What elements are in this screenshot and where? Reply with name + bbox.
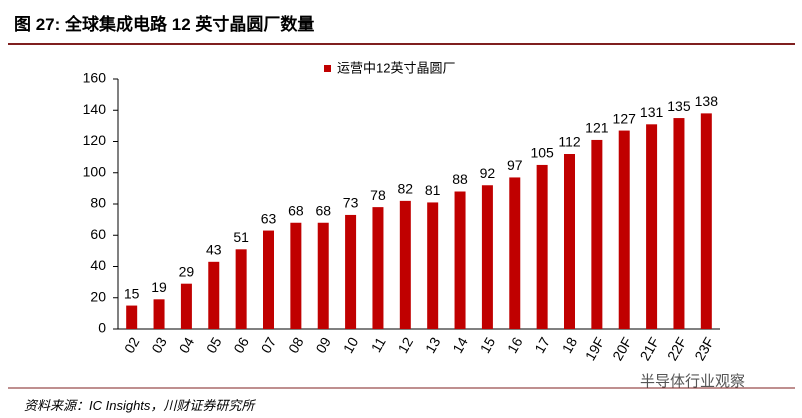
bar: [509, 177, 521, 329]
value-label: 19: [151, 279, 167, 295]
y-tick-label: 120: [83, 132, 107, 148]
bar: [481, 185, 493, 329]
y-tick-label: 40: [90, 257, 106, 273]
bar: [536, 164, 548, 329]
bar: [208, 261, 220, 329]
value-label: 135: [667, 98, 691, 114]
x-tick-label: 21F: [636, 334, 662, 363]
legend-label: 运营中12英寸晶圆厂: [337, 60, 455, 75]
y-tick-label: 140: [83, 101, 107, 117]
value-label: 78: [370, 187, 386, 203]
bar: [646, 124, 658, 329]
value-label: 88: [452, 171, 468, 187]
x-tick-label: 16: [504, 334, 526, 356]
x-tick-label: 10: [340, 334, 362, 356]
value-label: 15: [124, 285, 140, 301]
x-tick-label: 22F: [664, 334, 690, 363]
bar: [564, 154, 575, 329]
bar: [345, 214, 357, 329]
bar: [372, 207, 384, 329]
x-tick-label: 03: [148, 334, 170, 356]
x-tick-label: 19F: [582, 334, 608, 363]
x-tick-label: 17: [531, 334, 553, 356]
bar: [263, 230, 274, 329]
x-tick-label: 14: [449, 334, 471, 356]
value-label: 68: [315, 202, 331, 218]
y-tick-label: 0: [98, 320, 106, 336]
x-tick-label: 06: [230, 334, 252, 356]
x-tick-label: 09: [312, 334, 334, 356]
value-label: 112: [558, 134, 581, 150]
x-tick-label: 05: [203, 334, 225, 356]
value-label: 63: [261, 210, 277, 226]
legend-swatch: [324, 65, 331, 72]
value-label: 127: [613, 110, 637, 126]
value-label: 105: [530, 145, 554, 161]
value-label: 81: [425, 182, 441, 198]
value-label: 97: [507, 157, 523, 173]
bar: [454, 191, 466, 329]
x-tick-label: 04: [176, 334, 198, 356]
value-label: 131: [640, 104, 664, 120]
x-tick-label: 12: [394, 334, 416, 356]
x-tick-label: 20F: [609, 334, 635, 363]
bar: [700, 113, 712, 329]
value-label: 51: [233, 229, 249, 245]
watermark: 半导体行业观察: [640, 372, 745, 390]
y-tick-label: 20: [90, 288, 106, 304]
x-tick-label: 07: [258, 334, 280, 356]
y-tick-label: 80: [90, 195, 106, 211]
x-tick-label: 13: [422, 334, 444, 356]
value-label: 92: [480, 165, 496, 181]
y-tick-label: 60: [90, 226, 106, 242]
y-tick-label: 160: [83, 70, 107, 86]
x-tick-label: 08: [285, 334, 307, 356]
bar: [180, 283, 192, 329]
bar: [427, 202, 439, 329]
value-label: 43: [206, 242, 222, 258]
value-label: 68: [288, 202, 304, 218]
bar: [235, 249, 247, 329]
x-tick-label: 02: [121, 334, 143, 356]
chart-title: 图 27: 全球集成电路 12 英寸晶圆厂数量: [14, 14, 314, 34]
x-tick-label: 11: [368, 334, 389, 355]
bar: [673, 118, 685, 329]
bar: [591, 139, 603, 329]
value-label: 138: [695, 93, 719, 109]
x-tick-label: 18: [559, 334, 581, 356]
x-tick-label: 15: [477, 334, 499, 356]
bar: [317, 222, 329, 329]
value-label: 29: [179, 263, 195, 279]
value-label: 82: [398, 181, 414, 197]
source: 资料来源：IC Insights，川财证券研究所: [24, 398, 256, 413]
value-label: 121: [585, 120, 609, 136]
x-tick-label: 23F: [691, 334, 717, 363]
bar: [290, 222, 302, 329]
y-tick-label: 100: [83, 163, 107, 179]
bar: [126, 305, 138, 329]
bar: [618, 130, 630, 329]
bar: [153, 299, 165, 329]
bar: [399, 200, 411, 329]
value-label: 73: [343, 195, 359, 211]
